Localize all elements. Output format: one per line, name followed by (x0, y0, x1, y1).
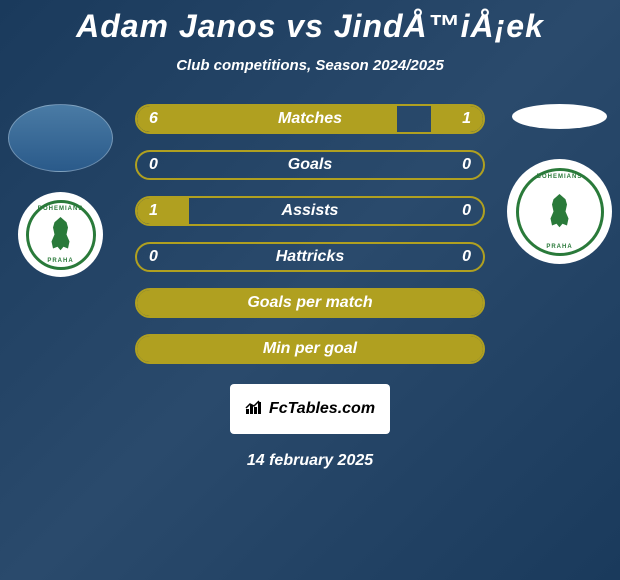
stat-bar-matches: 6Matches1 (135, 104, 485, 134)
stat-value-right: 1 (462, 110, 471, 128)
stat-label: Goals per match (137, 294, 483, 312)
stat-label: Min per goal (137, 340, 483, 358)
stats-bars-container: 6Matches10Goals01Assists00Hattricks0Goal… (135, 104, 485, 364)
logo-text-top-right: BOHEMIANS (537, 174, 583, 180)
stat-value-right: 0 (462, 202, 471, 220)
stat-bar-assists: 1Assists0 (135, 196, 485, 226)
stat-bar-hattricks: 0Hattricks0 (135, 242, 485, 272)
player-right-column: BOHEMIANS PRAHA (507, 104, 612, 264)
stat-bar-goals-per-match: Goals per match (135, 288, 485, 318)
stat-value-right: 0 (462, 156, 471, 174)
main-container: Adam Janos vs JindÅ™iÅ¡ek Club competiti… (0, 0, 620, 580)
player-right-photo (512, 104, 607, 129)
stat-label: Goals (137, 156, 483, 174)
stat-label: Assists (137, 202, 483, 220)
page-title: Adam Janos vs JindÅ™iÅ¡ek (76, 8, 544, 45)
date-text: 14 february 2025 (247, 452, 373, 470)
team-left-logo: BOHEMIANS PRAHA (18, 192, 103, 277)
branding-text: FcTables.com (269, 400, 375, 418)
stat-bar-min-per-goal: Min per goal (135, 334, 485, 364)
stat-value-right: 0 (462, 248, 471, 266)
stat-label: Hattricks (137, 248, 483, 266)
branding-box[interactable]: FcTables.com (230, 384, 390, 434)
logo-text-top: BOHEMIANS (38, 206, 84, 212)
stat-label: Matches (137, 110, 483, 128)
team-right-logo-inner: BOHEMIANS PRAHA (516, 168, 604, 256)
kangaroo-icon-right (545, 194, 575, 229)
stats-area: BOHEMIANS PRAHA 6Matches10Goals01Assists… (0, 104, 620, 364)
player-left-column: BOHEMIANS PRAHA (8, 104, 113, 277)
player-left-photo (8, 104, 113, 172)
logo-text-bottom-right: PRAHA (546, 244, 572, 250)
subtitle: Club competitions, Season 2024/2025 (176, 57, 444, 74)
team-right-logo: BOHEMIANS PRAHA (507, 159, 612, 264)
logo-text-bottom: PRAHA (47, 258, 73, 264)
chart-icon (245, 399, 265, 420)
stat-bar-goals: 0Goals0 (135, 150, 485, 180)
team-left-logo-inner: BOHEMIANS PRAHA (26, 200, 96, 270)
kangaroo-icon (46, 217, 76, 252)
